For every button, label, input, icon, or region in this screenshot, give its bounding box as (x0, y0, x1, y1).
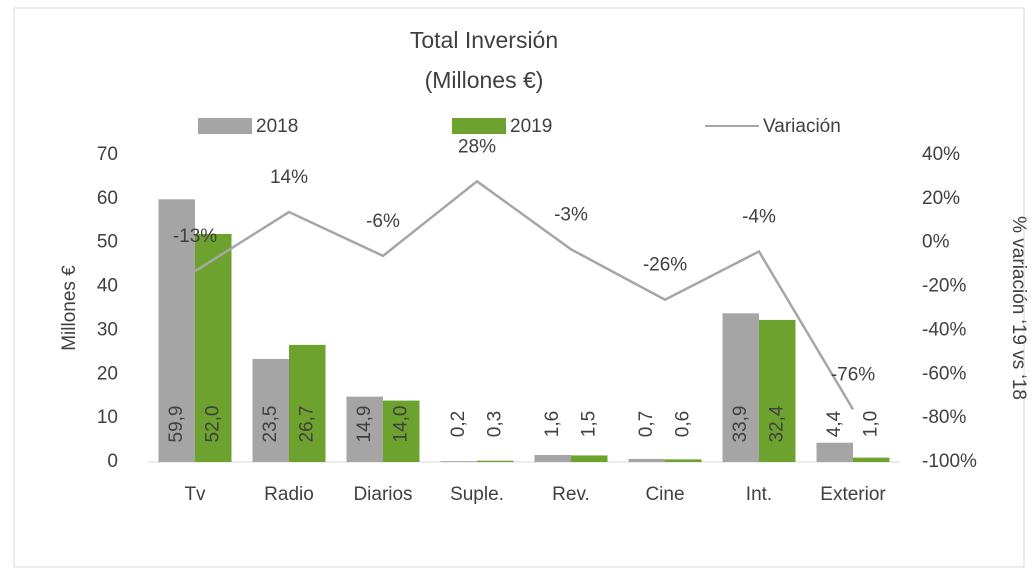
x-tick-label: Rev. (552, 484, 590, 505)
legend-label: 2019 (510, 116, 552, 137)
line-value-label: -6% (366, 211, 400, 232)
x-tick-label: Cine (645, 484, 684, 505)
x-tick-label: Tv (184, 484, 206, 505)
bar (816, 442, 853, 462)
x-tick-label: Int. (746, 484, 772, 505)
bar-value-label: 52,0 (202, 406, 223, 443)
bar-value-label: 33,9 (730, 406, 751, 443)
line-value-label: -76% (831, 364, 875, 385)
y2-axis-title: % variación ‘19 vs ‘18 (1008, 216, 1029, 400)
bar (571, 455, 608, 462)
line-value-label: -26% (643, 255, 687, 276)
bar-value-label: 1,5 (578, 411, 599, 437)
bar (534, 454, 571, 462)
y2-tick-label: 20% (922, 188, 960, 209)
line-value-label: 28% (458, 136, 496, 157)
bar (346, 396, 383, 462)
bar-value-label: 0,2 (448, 411, 469, 437)
line-value-label: -3% (554, 204, 588, 225)
y-tick-label: 70 (97, 144, 118, 165)
y2-tick-label: -80% (922, 407, 966, 428)
bar (853, 457, 890, 462)
y-axis-title: Millones € (59, 265, 80, 351)
chart-subtitle: (Millones €) (425, 67, 544, 93)
y2-tick-label: -20% (922, 276, 966, 297)
bar-value-label: 1,6 (542, 411, 563, 437)
bar-value-label: 59,9 (166, 406, 187, 443)
bar-value-label: 14,9 (354, 406, 375, 443)
bar (195, 233, 232, 462)
bar (383, 400, 420, 462)
y2-tick-label: 0% (922, 232, 950, 253)
legend-label: 2018 (256, 116, 298, 137)
y-tick-label: 20 (97, 363, 118, 384)
legend-swatch (452, 118, 506, 134)
x-tick-label: Suple. (450, 484, 504, 505)
legend-swatch (198, 118, 252, 134)
line-value-label: -13% (173, 226, 217, 247)
y-tick-label: 40 (97, 276, 118, 297)
bar (722, 313, 759, 462)
bar-value-label: 0,7 (636, 411, 657, 437)
y2-tick-label: -100% (922, 451, 977, 472)
bar-value-label: 14,0 (390, 406, 411, 443)
bar (665, 459, 702, 462)
bar-value-label: 32,4 (766, 405, 787, 442)
y-tick-label: 50 (97, 232, 118, 253)
bar (628, 458, 665, 462)
bar (158, 199, 195, 462)
bar-value-label: 0,3 (484, 411, 505, 437)
y-tick-label: 30 (97, 319, 118, 340)
x-tick-label: Diarios (353, 484, 412, 505)
y2-tick-label: 40% (922, 144, 960, 165)
bar-value-label: 0,6 (672, 411, 693, 437)
bar (289, 344, 326, 462)
y2-tick-label: -60% (922, 363, 966, 384)
line-value-label: -4% (742, 207, 776, 228)
line-value-label: 14% (270, 167, 308, 188)
y-tick-label: 0 (107, 451, 118, 472)
bar (477, 460, 514, 462)
bar (759, 319, 796, 462)
legend-label: Variación (763, 116, 841, 137)
bar-value-label: 4,4 (824, 410, 845, 437)
bar (252, 358, 289, 462)
bar-value-label: 26,7 (296, 406, 317, 443)
y2-tick-label: -40% (922, 319, 966, 340)
chart-title: Total Inversión (410, 27, 558, 53)
bar-value-label: 1,0 (860, 411, 881, 437)
y-tick-label: 60 (97, 188, 118, 209)
x-tick-label: Exterior (820, 484, 886, 505)
bar (440, 461, 477, 462)
line (194, 179, 855, 411)
bar-value-label: 23,5 (260, 406, 281, 443)
x-tick-label: Radio (264, 484, 314, 505)
y-tick-label: 10 (97, 407, 118, 428)
